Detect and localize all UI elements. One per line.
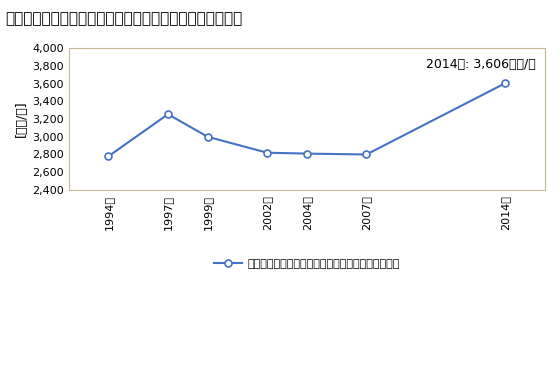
Line: 機械器具小売業の従業者一人当たり年間商品販売額: 機械器具小売業の従業者一人当たり年間商品販売額 [105, 80, 509, 160]
Text: 機械器具小売業の従業者一人当たり年間商品販売額の推移: 機械器具小売業の従業者一人当たり年間商品販売額の推移 [6, 11, 243, 26]
機械器具小売業の従業者一人当たり年間商品販売額 [502, 81, 508, 85]
機械器具小売業の従業者一人当たり年間商品販売額 [264, 150, 270, 155]
機械器具小売業の従業者一人当たり年間商品販売額 [165, 112, 171, 116]
Y-axis label: [万円/人]: [万円/人] [15, 101, 28, 137]
Legend: 機械器具小売業の従業者一人当たり年間商品販売額: 機械器具小売業の従業者一人当たり年間商品販売額 [209, 255, 404, 274]
Text: 2014年: 3,606万円/人: 2014年: 3,606万円/人 [426, 58, 535, 71]
機械器具小売業の従業者一人当たり年間商品販売額 [304, 152, 310, 156]
機械器具小売業の従業者一人当たり年間商品販売額 [204, 135, 211, 139]
機械器具小売業の従業者一人当たり年間商品販売額 [105, 154, 112, 158]
機械器具小売業の従業者一人当たり年間商品販売額 [363, 152, 370, 157]
